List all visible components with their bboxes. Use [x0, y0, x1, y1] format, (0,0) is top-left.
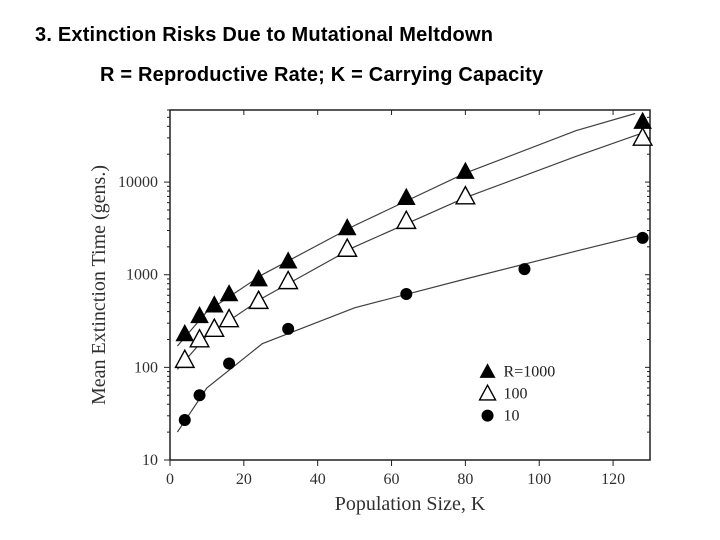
- legend-label: 10: [504, 408, 520, 425]
- x-tick-label: 20: [236, 471, 252, 488]
- legend-label: 100: [504, 386, 528, 403]
- y-tick-label: 10000: [118, 174, 158, 191]
- y-tick-label: 100: [134, 359, 158, 376]
- legend-label: R=1000: [504, 364, 556, 381]
- x-axis-label: Population Size, K: [335, 493, 486, 515]
- slide-subtitle: R = Reproductive Rate; K = Carrying Capa…: [100, 64, 543, 87]
- x-tick-label: 100: [527, 471, 551, 488]
- extinction-chart: 0 20 40 60 80 100 120 10 100 1000 10000 Population …: [50, 100, 670, 520]
- y-axis-label: Mean Extinction Time (gens.): [88, 165, 110, 405]
- y-tick-label: 10: [142, 452, 158, 469]
- x-tick-label: 120: [601, 471, 625, 488]
- x-tick-label: 40: [310, 471, 326, 488]
- x-tick-label: 0: [166, 471, 174, 488]
- slide-title: 3. Extinction Risks Due to Mutational Me…: [35, 24, 493, 47]
- x-tick-label: 60: [384, 471, 400, 488]
- y-tick-label: 1000: [126, 267, 158, 284]
- x-tick-label: 80: [457, 471, 473, 488]
